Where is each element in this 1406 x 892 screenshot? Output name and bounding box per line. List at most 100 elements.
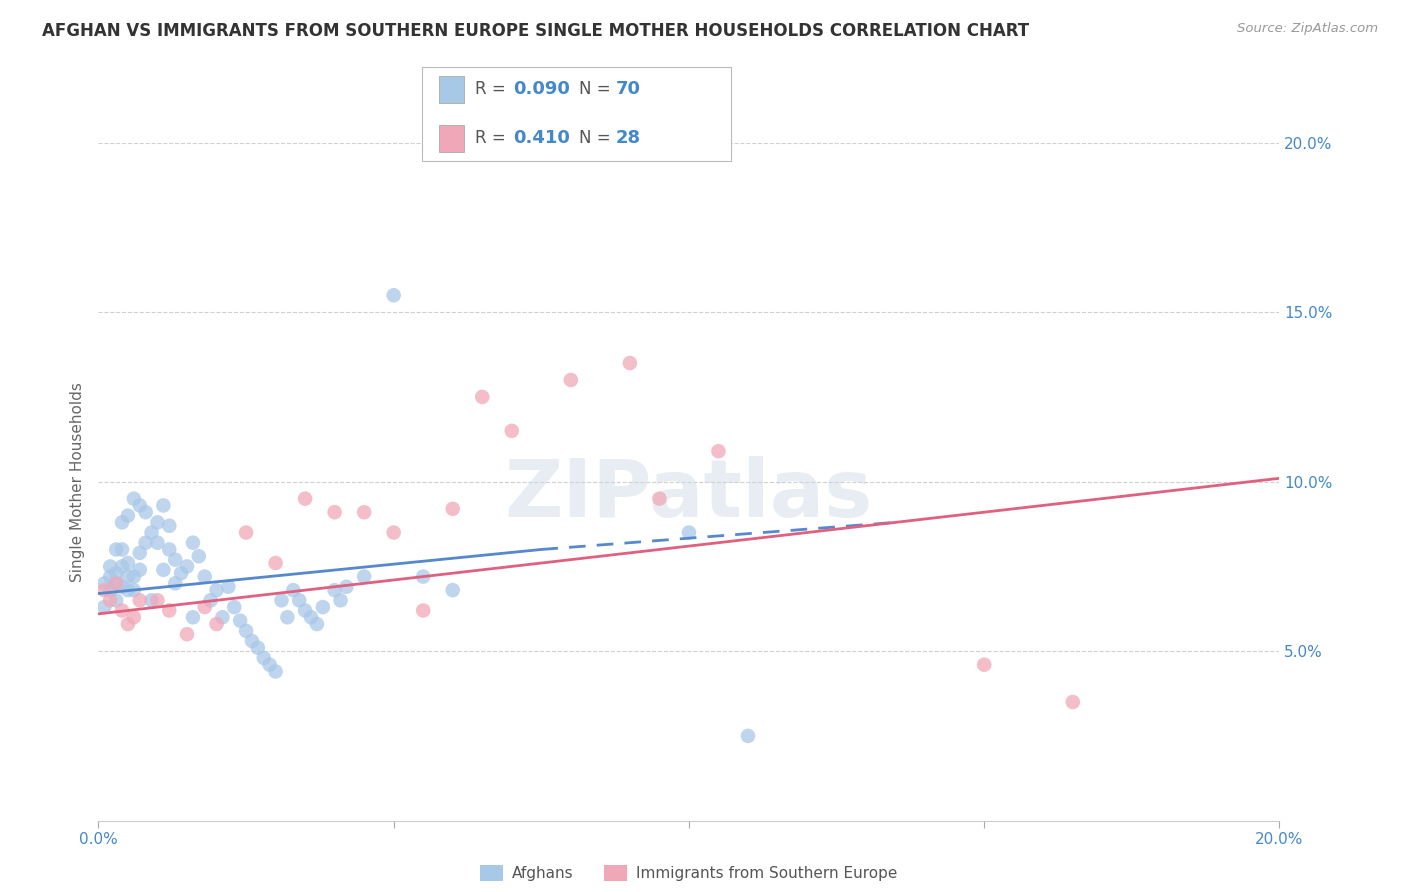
Immigrants from Southern Europe — [117, 617, 139, 632]
Afghans — [135, 505, 157, 519]
Legend: Afghans, Immigrants from Southern Europe: Afghans, Immigrants from Southern Europe — [474, 859, 904, 888]
Immigrants from Southern Europe — [501, 424, 523, 438]
Immigrants from Southern Europe — [93, 583, 115, 598]
Text: AFGHAN VS IMMIGRANTS FROM SOUTHERN EUROPE SINGLE MOTHER HOUSEHOLDS CORRELATION C: AFGHAN VS IMMIGRANTS FROM SOUTHERN EUROP… — [42, 22, 1029, 40]
Afghans — [128, 546, 150, 560]
Afghans — [264, 665, 287, 679]
Text: 70: 70 — [616, 80, 641, 98]
Afghans — [152, 563, 174, 577]
Afghans — [283, 583, 305, 598]
Immigrants from Southern Europe — [146, 593, 169, 607]
Afghans — [111, 516, 134, 530]
Afghans — [187, 549, 209, 564]
Immigrants from Southern Europe — [412, 603, 434, 617]
Afghans — [122, 569, 145, 583]
Afghans — [200, 593, 222, 607]
Text: R =: R = — [475, 80, 506, 98]
Immigrants from Southern Europe — [707, 444, 730, 458]
Afghans — [194, 569, 217, 583]
Afghans — [152, 499, 174, 513]
Afghans — [93, 600, 115, 615]
Afghans — [276, 610, 298, 624]
Afghans — [98, 583, 121, 598]
Afghans — [128, 499, 150, 513]
Immigrants from Southern Europe — [122, 610, 145, 624]
Immigrants from Southern Europe — [471, 390, 494, 404]
Afghans — [441, 583, 464, 598]
Afghans — [382, 288, 405, 302]
Immigrants from Southern Europe — [619, 356, 641, 370]
Afghans — [122, 491, 145, 506]
Text: Source: ZipAtlas.com: Source: ZipAtlas.com — [1237, 22, 1378, 36]
Afghans — [111, 542, 134, 557]
Afghans — [181, 535, 204, 549]
Afghans — [146, 516, 169, 530]
Afghans — [412, 569, 434, 583]
Afghans — [165, 576, 187, 591]
Text: N =: N = — [579, 80, 610, 98]
Immigrants from Southern Europe — [157, 603, 180, 617]
Text: 0.410: 0.410 — [513, 129, 569, 147]
Afghans — [217, 580, 239, 594]
Afghans — [117, 508, 139, 523]
Afghans — [105, 566, 128, 581]
Immigrants from Southern Europe — [111, 603, 134, 617]
Text: 0.090: 0.090 — [513, 80, 569, 98]
Afghans — [141, 525, 163, 540]
Afghans — [270, 593, 292, 607]
Afghans — [111, 580, 134, 594]
Immigrants from Southern Europe — [382, 525, 405, 540]
Afghans — [737, 729, 759, 743]
Text: 28: 28 — [616, 129, 641, 147]
Afghans — [305, 617, 328, 632]
Immigrants from Southern Europe — [105, 576, 128, 591]
Afghans — [294, 603, 316, 617]
Afghans — [329, 593, 352, 607]
Afghans — [259, 657, 281, 672]
Y-axis label: Single Mother Households: Single Mother Households — [70, 382, 86, 582]
Afghans — [157, 518, 180, 533]
Afghans — [335, 580, 357, 594]
Afghans — [246, 640, 269, 655]
Immigrants from Southern Europe — [205, 617, 228, 632]
Afghans — [323, 583, 346, 598]
Text: ZIPatlas: ZIPatlas — [505, 456, 873, 534]
Afghans — [299, 610, 322, 624]
Immigrants from Southern Europe — [128, 593, 150, 607]
Afghans — [98, 569, 121, 583]
Afghans — [312, 600, 335, 615]
Afghans — [353, 569, 375, 583]
Afghans — [205, 583, 228, 598]
Afghans — [93, 576, 115, 591]
Immigrants from Southern Europe — [194, 600, 217, 615]
Afghans — [229, 614, 252, 628]
Afghans — [288, 593, 311, 607]
Immigrants from Southern Europe — [1062, 695, 1084, 709]
Afghans — [170, 566, 193, 581]
Text: N =: N = — [579, 129, 610, 147]
Immigrants from Southern Europe — [973, 657, 995, 672]
Afghans — [253, 651, 276, 665]
Afghans — [181, 610, 204, 624]
Afghans — [122, 583, 145, 598]
Immigrants from Southern Europe — [353, 505, 375, 519]
Afghans — [128, 563, 150, 577]
Immigrants from Southern Europe — [235, 525, 257, 540]
Afghans — [111, 559, 134, 574]
Afghans — [211, 610, 233, 624]
Immigrants from Southern Europe — [648, 491, 671, 506]
Immigrants from Southern Europe — [264, 556, 287, 570]
Text: R =: R = — [475, 129, 506, 147]
Afghans — [117, 569, 139, 583]
Afghans — [141, 593, 163, 607]
Afghans — [165, 552, 187, 566]
Afghans — [135, 535, 157, 549]
Afghans — [176, 559, 198, 574]
Afghans — [105, 593, 128, 607]
Afghans — [117, 583, 139, 598]
Afghans — [678, 525, 700, 540]
Afghans — [224, 600, 246, 615]
Immigrants from Southern Europe — [98, 593, 121, 607]
Afghans — [117, 556, 139, 570]
Immigrants from Southern Europe — [560, 373, 582, 387]
